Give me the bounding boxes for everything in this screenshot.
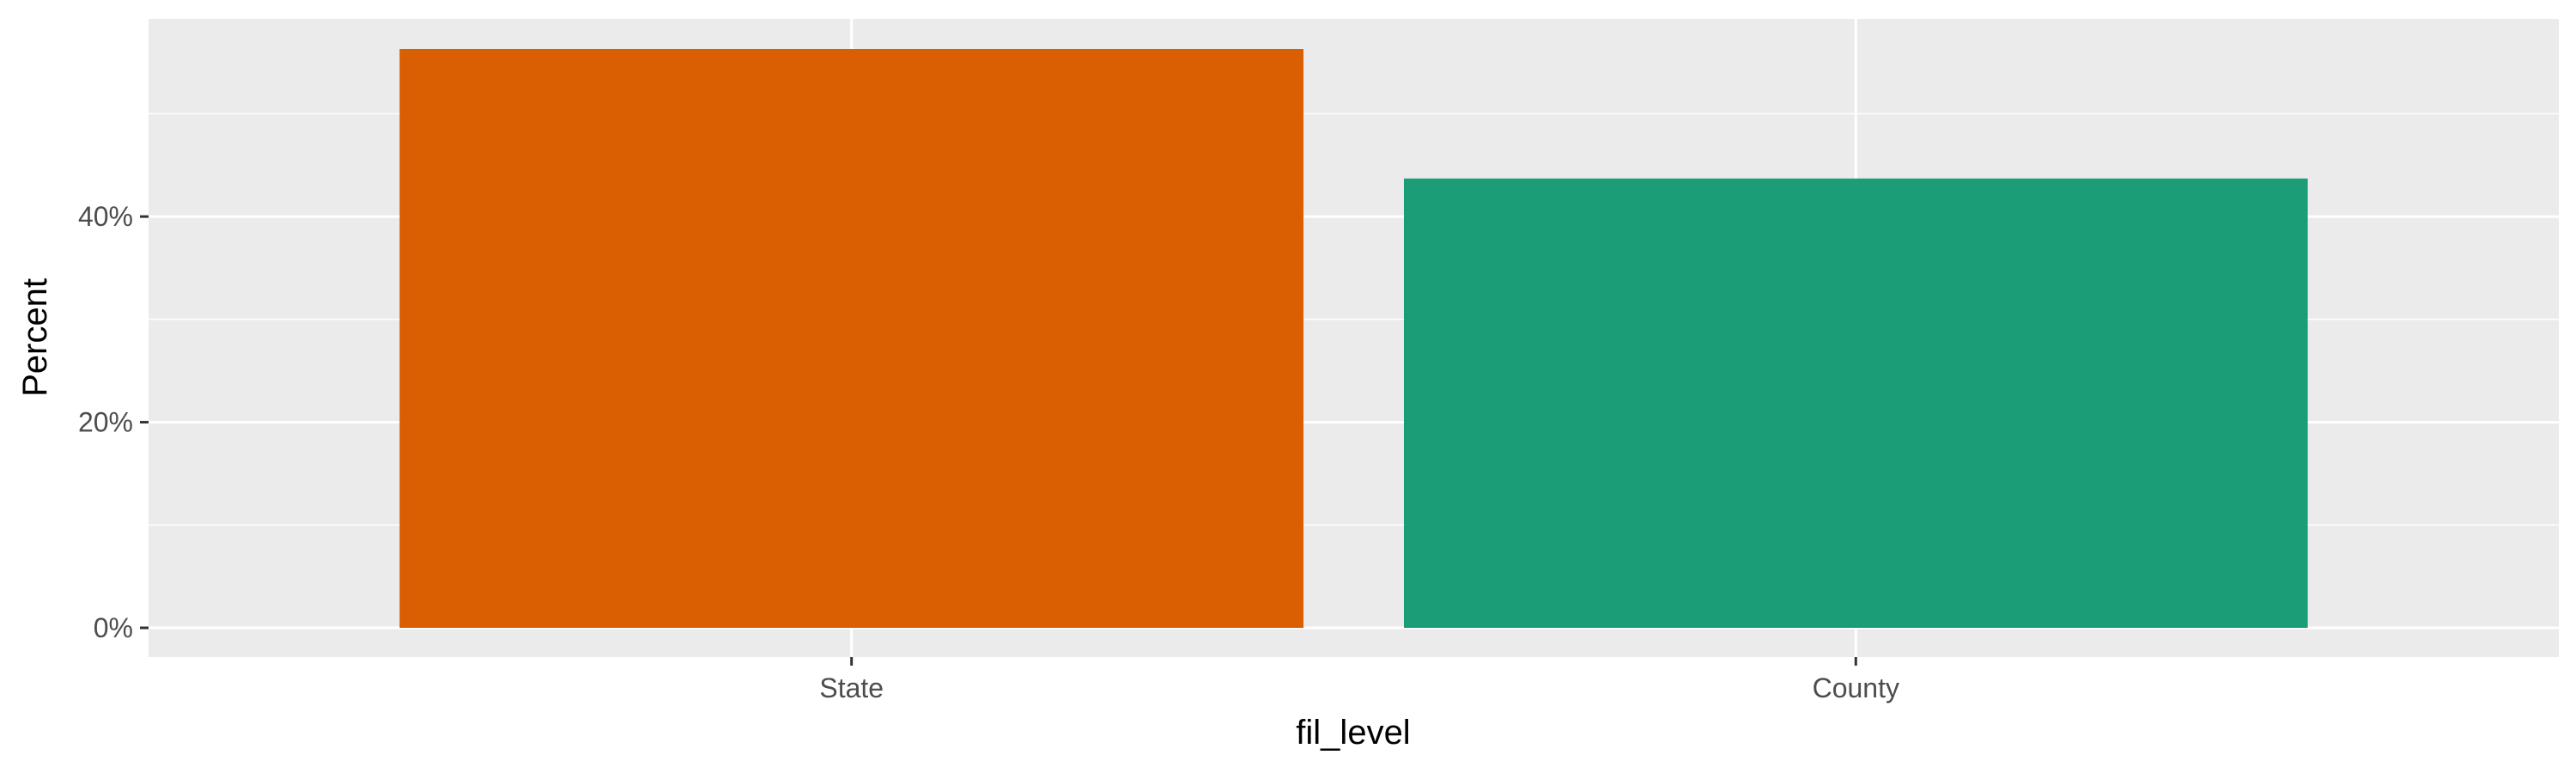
x-tick-label: State bbox=[819, 673, 884, 703]
bar-county bbox=[1403, 178, 2308, 628]
y-axis: 0% 20% 40% bbox=[78, 201, 149, 643]
y-axis-title: Percent bbox=[16, 278, 54, 397]
bars bbox=[399, 49, 2308, 628]
y-tick-label: 0% bbox=[94, 612, 133, 643]
bar-state bbox=[399, 49, 1304, 628]
y-tick-label: 20% bbox=[78, 407, 133, 438]
x-tick-label: County bbox=[1813, 673, 1899, 703]
y-tick-label: 40% bbox=[78, 201, 133, 232]
x-axis: State County bbox=[819, 657, 1899, 703]
x-axis-title: fil_level bbox=[1296, 714, 1410, 752]
